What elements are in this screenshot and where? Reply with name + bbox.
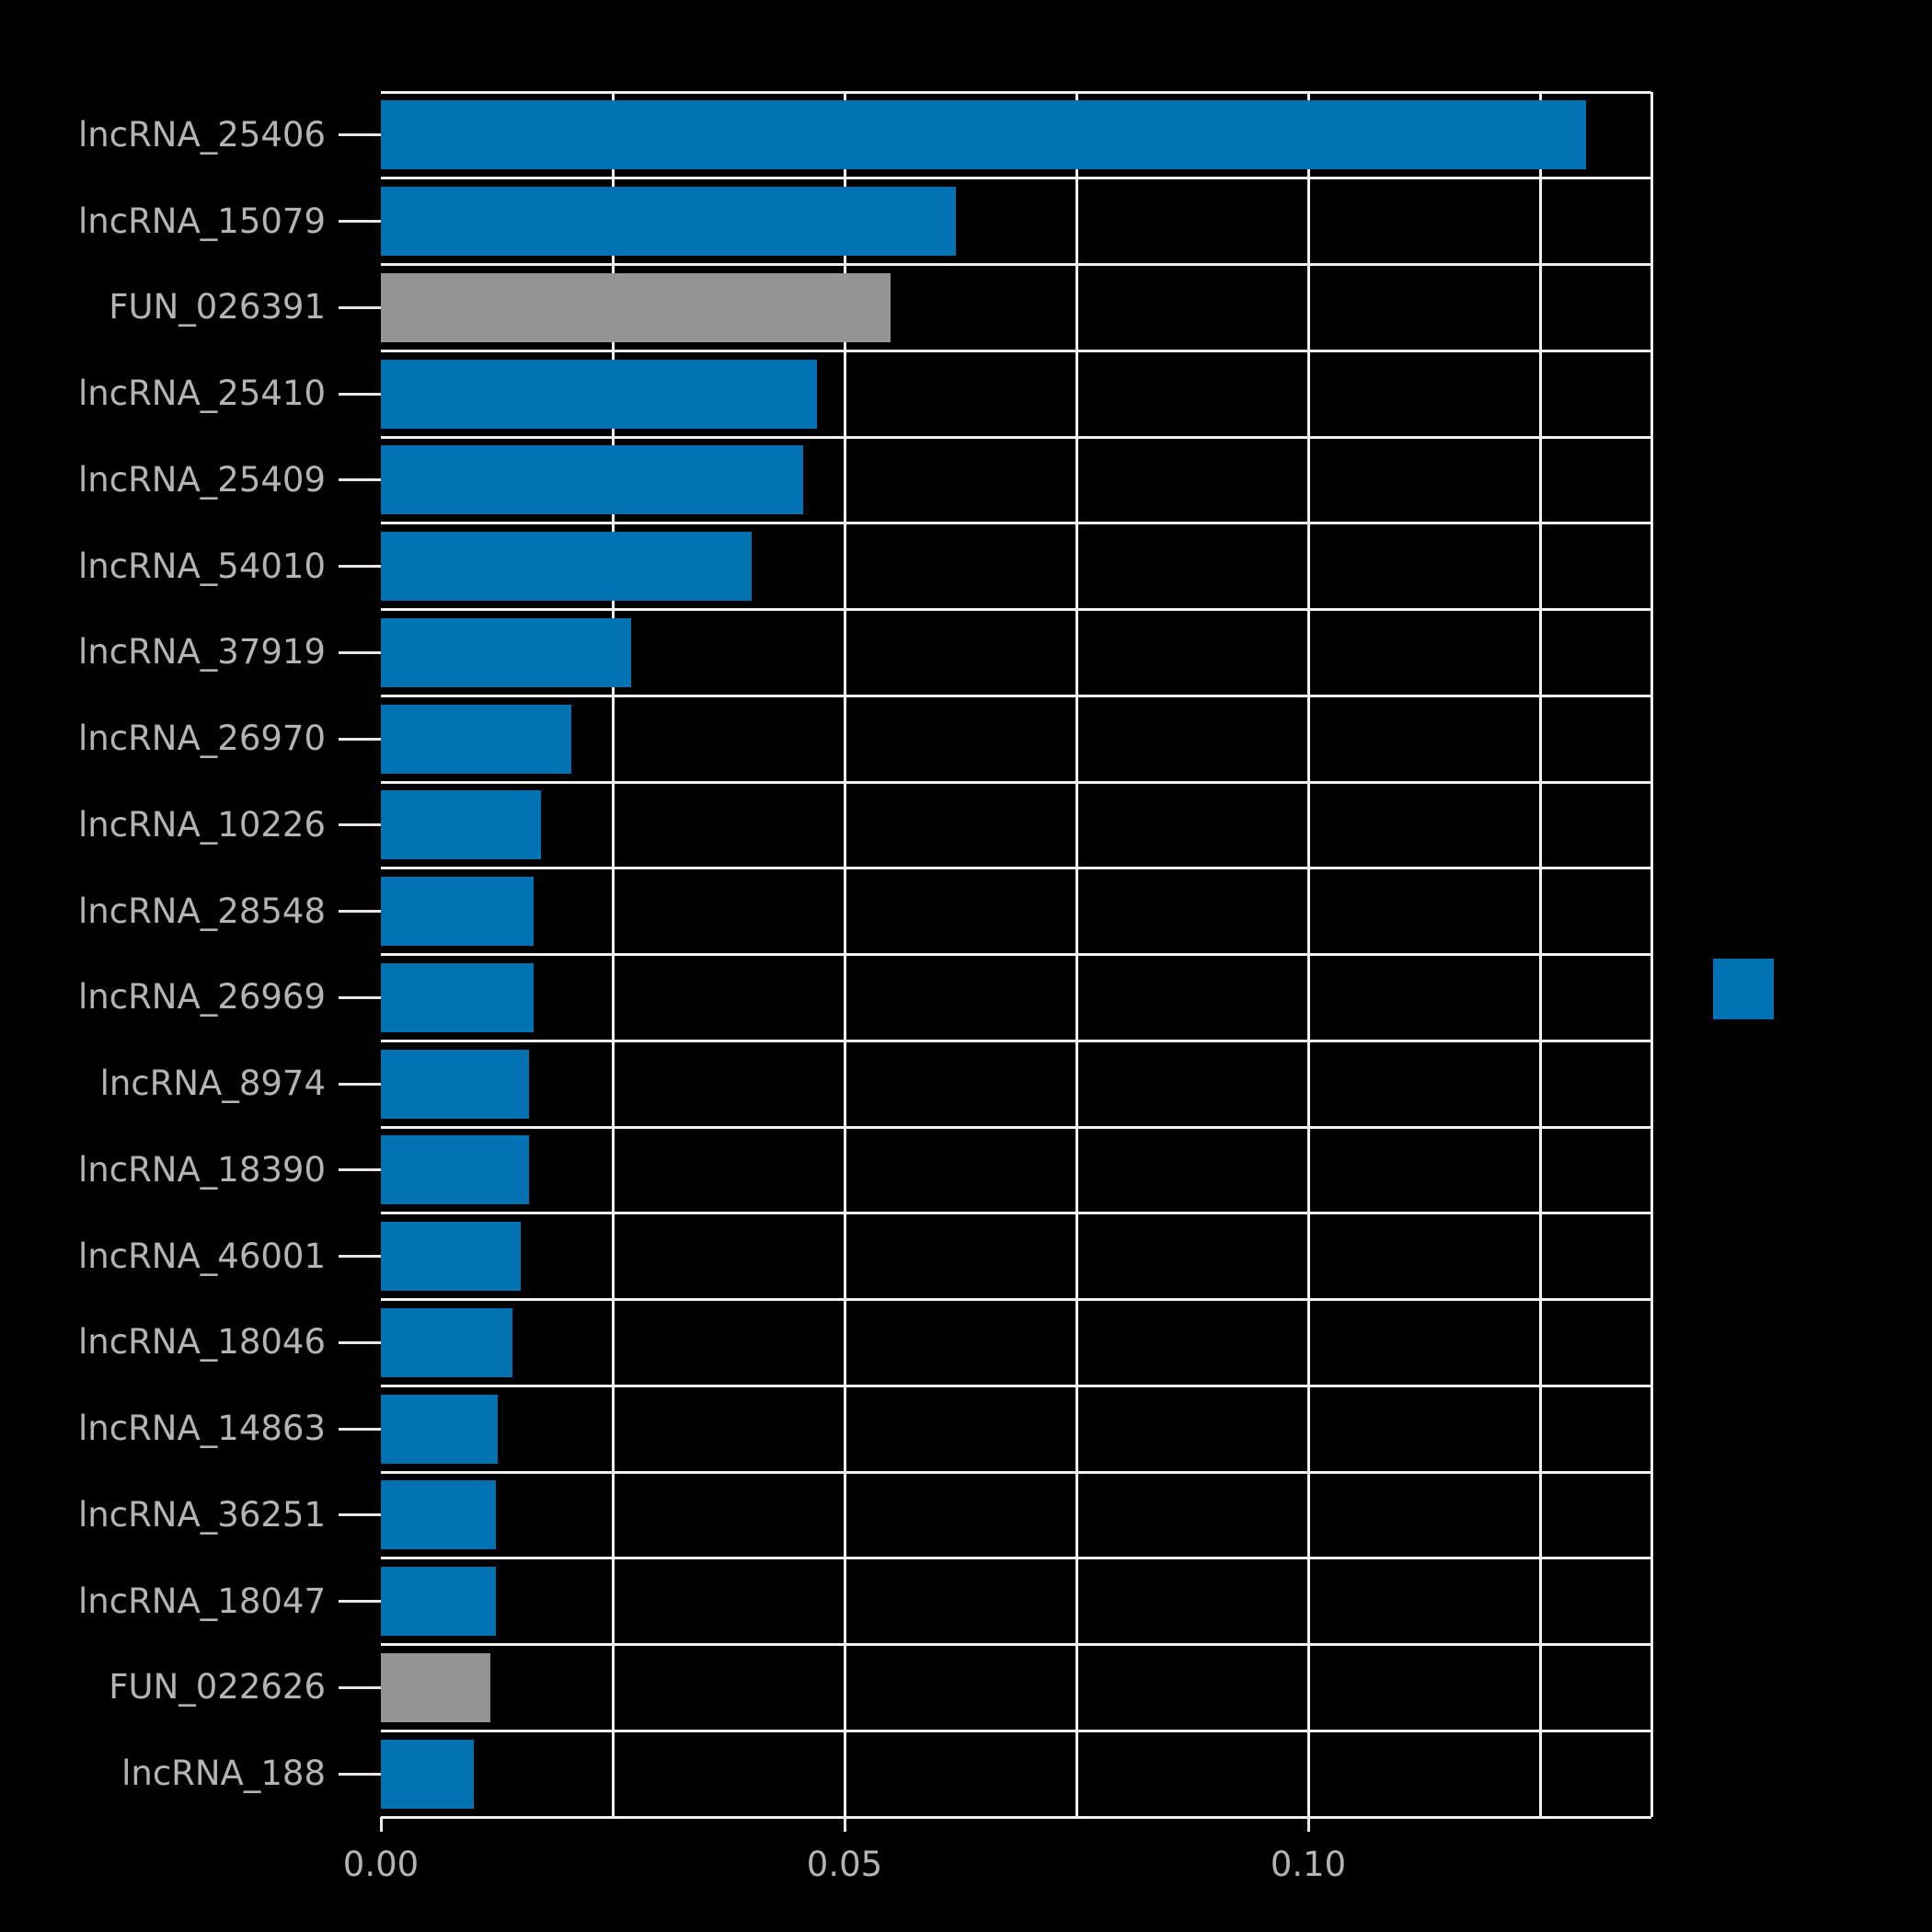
horizontal-gridline [381,780,1651,784]
bar-lncRNA_15079 [381,187,956,257]
y-tick [339,1427,381,1431]
vertical-gridline [1075,92,1078,1817]
horizontal-gridline [381,867,1651,870]
y-axis-label-lncRNA_36251: lncRNA_36251 [78,1494,326,1535]
horizontal-gridline [381,263,1651,266]
bar-FUN_026391 [381,272,891,342]
bar-lncRNA_18390 [381,1135,530,1205]
horizontal-gridline [381,1039,1651,1042]
horizontal-gridline [381,349,1651,352]
y-axis-label-lncRNA_8974: lncRNA_8974 [99,1064,326,1104]
horizontal-gridline [381,1212,1651,1215]
horizontal-gridline [381,1557,1651,1560]
y-axis-label-FUN_026391: FUN_026391 [109,287,326,328]
bar-lncRNA_18047 [381,1567,496,1637]
x-tick [1306,1817,1310,1832]
bar-lncRNA_36251 [381,1480,496,1550]
y-tick [339,823,381,827]
horizontal-gridline [381,608,1651,611]
vertical-gridline [1306,92,1310,1817]
y-tick [339,650,381,654]
y-axis-label-lncRNA_46001: lncRNA_46001 [78,1236,326,1276]
bar-lncRNA_25409 [381,445,803,515]
bar-lncRNA_26970 [381,704,571,774]
y-tick [339,220,381,224]
y-axis-label-lncRNA_15079: lncRNA_15079 [78,201,326,241]
x-tick [843,1817,846,1832]
horizontal-gridline [381,90,1651,94]
y-tick [339,1168,381,1172]
x-axis-label-0.00: 0.00 [342,1845,420,1884]
horizontal-gridline [381,1729,1651,1732]
y-axis-label-lncRNA_18047: lncRNA_18047 [78,1581,326,1621]
bar-lncRNA_28548 [381,877,535,947]
horizontal-gridline [381,1643,1651,1646]
bar-lncRNA_54010 [381,532,753,602]
horizontal-gridline [381,177,1651,180]
y-tick [339,1255,381,1259]
bar-lncRNA_37919 [381,617,632,687]
y-tick [339,133,381,137]
y-axis-label-lncRNA_54010: lncRNA_54010 [78,546,326,586]
bar-FUN_022626 [381,1652,490,1722]
bar-lncRNA_8974 [381,1049,530,1119]
y-axis-label-lncRNA_14863: lncRNA_14863 [78,1409,326,1449]
horizontal-gridline [381,953,1651,956]
vertical-gridline [843,92,846,1817]
bar-lncRNA_26969 [381,962,535,1032]
y-axis-label-lncRNA_188: lncRNA_188 [121,1754,326,1794]
y-tick [339,995,381,999]
y-axis-label-lncRNA_25409: lncRNA_25409 [78,459,326,500]
y-tick [339,1340,381,1344]
bar-lncRNA_10226 [381,790,542,860]
y-tick [339,478,381,482]
y-tick [339,305,381,309]
horizontal-gridline [381,1470,1651,1474]
y-axis-label-lncRNA_18046: lncRNA_18046 [78,1322,326,1363]
y-tick [339,1513,381,1517]
y-tick [339,1772,381,1776]
bar-lncRNA_188 [381,1739,474,1809]
bar-lncRNA_46001 [381,1222,522,1292]
y-axis-label-lncRNA_28548: lncRNA_28548 [78,891,326,931]
horizontal-gridline [381,1815,1651,1819]
y-tick [339,392,381,396]
bar-lncRNA_18046 [381,1307,513,1377]
y-axis-label-lncRNA_37919: lncRNA_37919 [78,632,326,673]
y-axis-label-lncRNA_25406: lncRNA_25406 [78,114,326,155]
horizontal-gridline [381,522,1651,525]
y-axis-label-lncRNA_10226: lncRNA_10226 [78,804,326,845]
x-tick [379,1817,383,1832]
plot-right-border [1650,92,1653,1817]
y-tick [339,565,381,569]
y-axis-label-lncRNA_18390: lncRNA_18390 [78,1149,326,1190]
vertical-gridline [611,92,615,1817]
bar-lncRNA_14863 [381,1394,498,1464]
y-tick [339,1600,381,1604]
legend-swatch [1713,959,1774,1019]
horizontal-gridline [381,1125,1651,1129]
y-axis-label-lncRNA_25410: lncRNA_25410 [78,374,326,414]
bar-lncRNA_25406 [381,100,1587,170]
horizontal-gridline [381,694,1651,697]
y-tick [339,737,381,741]
y-tick [339,1082,381,1086]
bar-lncRNA_25410 [381,359,817,429]
x-axis-label-0.05: 0.05 [806,1845,883,1884]
y-tick [339,910,381,914]
x-axis-label-0.10: 0.10 [1270,1845,1347,1884]
y-tick [339,1685,381,1689]
horizontal-gridline [381,1298,1651,1301]
y-axis-label-lncRNA_26970: lncRNA_26970 [78,719,326,759]
vertical-gridline [1538,92,1542,1817]
y-axis-label-FUN_022626: FUN_022626 [109,1667,326,1708]
y-axis-label-lncRNA_26969: lncRNA_26969 [78,977,326,1018]
horizontal-gridline [381,1384,1651,1387]
horizontal-gridline [381,435,1651,439]
